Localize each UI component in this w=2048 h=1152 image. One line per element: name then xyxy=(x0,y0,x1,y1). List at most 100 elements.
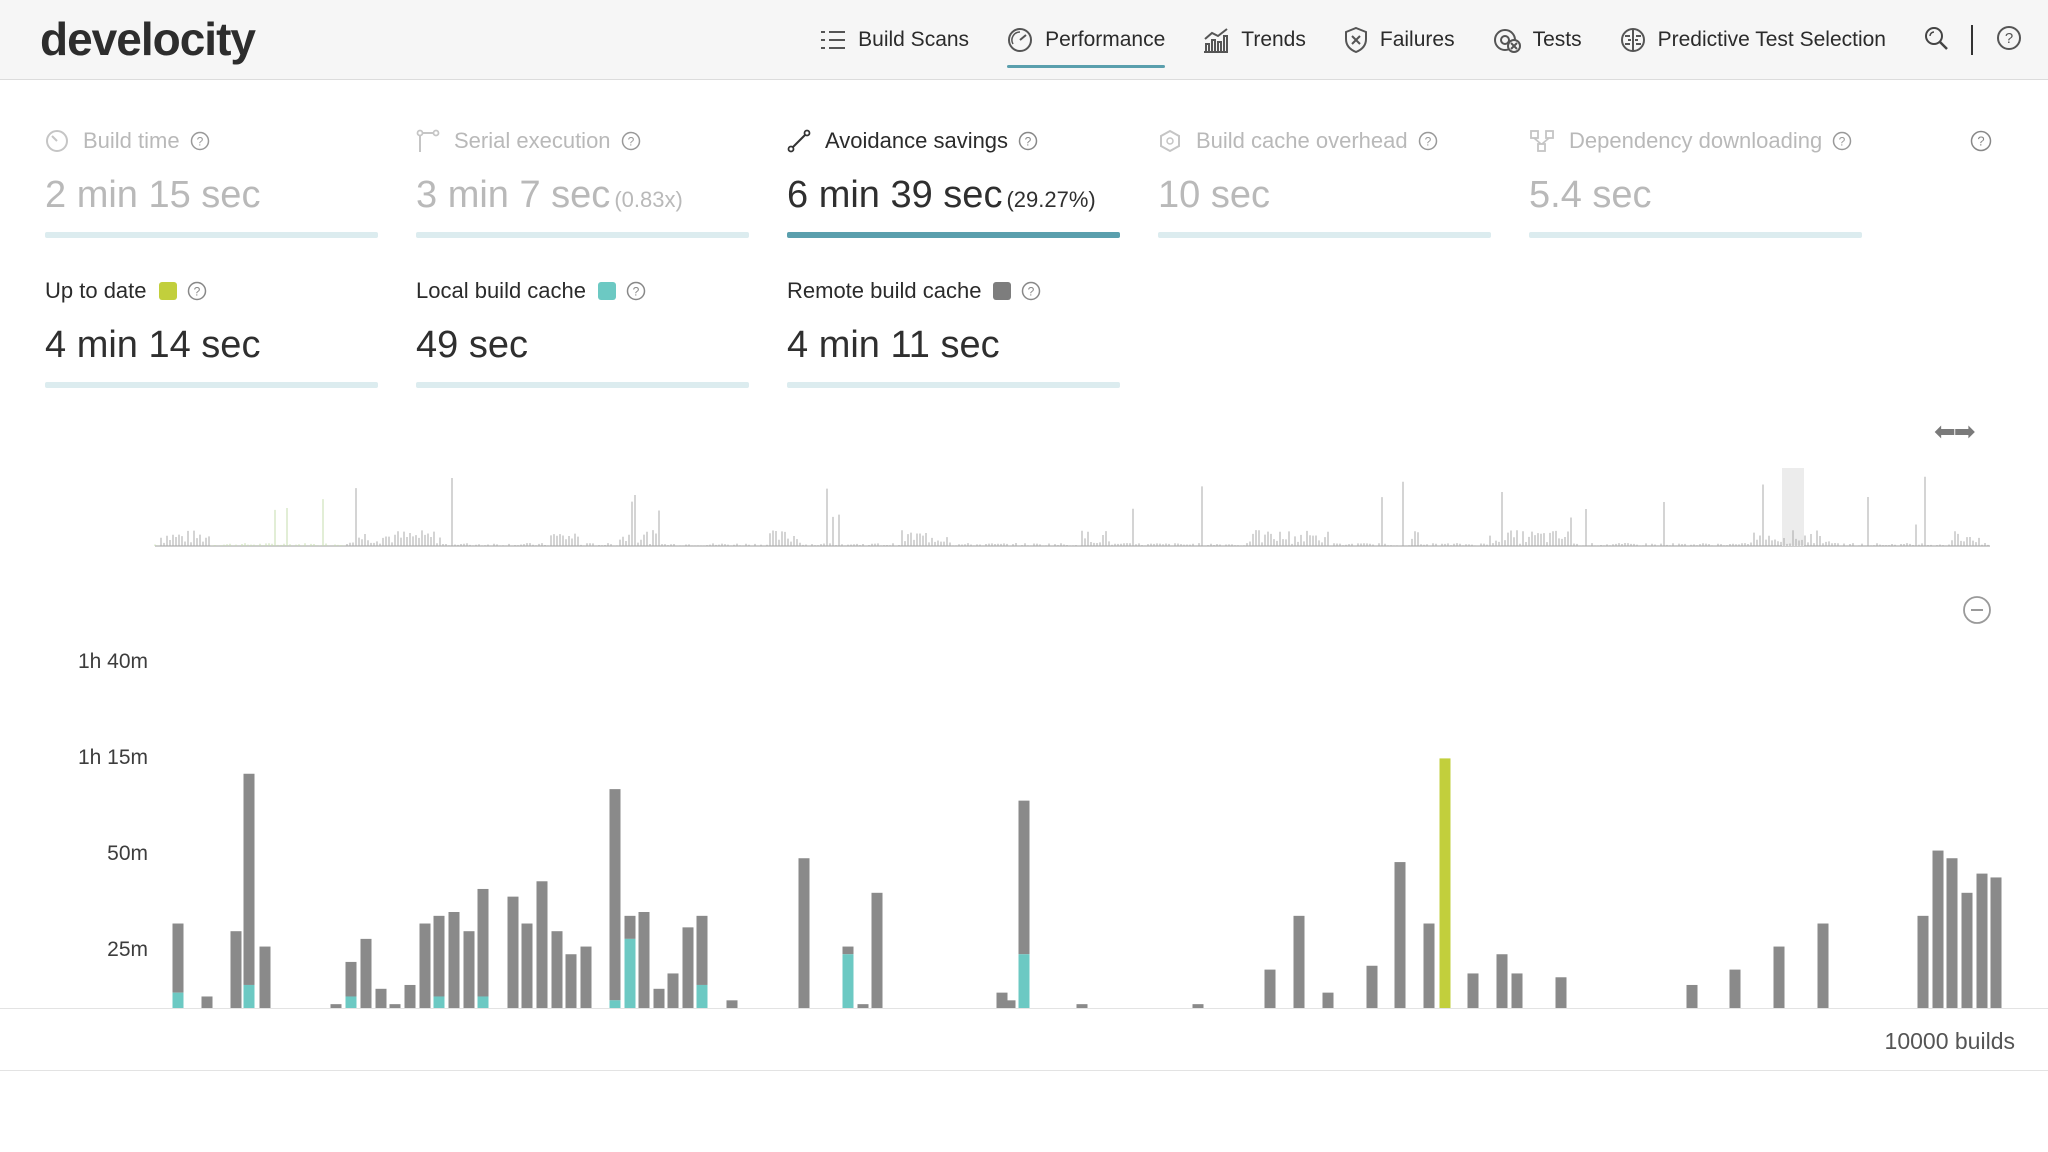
bar-remote-cache[interactable] xyxy=(565,954,577,1008)
bar-remote-cache[interactable] xyxy=(1511,973,1523,1008)
search-button[interactable] xyxy=(1905,0,1967,80)
metric-build-time[interactable]: Build time ? 2 min 15 sec xyxy=(45,126,378,238)
bar-remote-cache[interactable] xyxy=(1004,1000,1016,1008)
bar-local-cache[interactable] xyxy=(842,954,854,1008)
bar-local-cache[interactable] xyxy=(172,992,184,1008)
bar-remote-cache[interactable] xyxy=(536,881,548,1008)
bar-remote-cache[interactable] xyxy=(1555,977,1567,1008)
bar-remote-cache[interactable] xyxy=(1192,1004,1204,1008)
bar-remote-cache[interactable] xyxy=(1467,973,1479,1008)
bar-remote-cache[interactable] xyxy=(448,912,460,1008)
bar-remote-cache[interactable] xyxy=(1394,862,1406,1008)
bar-remote-cache[interactable] xyxy=(1293,915,1305,1008)
bar-remote-cache[interactable] xyxy=(243,773,255,985)
bar-remote-cache[interactable] xyxy=(653,988,665,1008)
nav-build-scans[interactable]: Build Scans xyxy=(801,0,988,80)
nav-predictive-test-selection[interactable]: Predictive Test Selection xyxy=(1601,0,1905,80)
bar-remote-cache[interactable] xyxy=(521,923,533,1008)
bar-remote-cache[interactable] xyxy=(375,988,387,1008)
bar-remote-cache[interactable] xyxy=(1366,965,1378,1008)
help-icon[interactable]: ? xyxy=(626,281,646,301)
bar-remote-cache[interactable] xyxy=(1946,858,1958,1008)
bar-remote-cache[interactable] xyxy=(477,888,489,997)
help-button[interactable]: ? xyxy=(1977,0,2048,80)
help-icon[interactable]: ? xyxy=(1832,131,1852,151)
metric-build-cache-overhead[interactable]: Build cache overhead ? 10 sec xyxy=(1158,126,1491,238)
bar-remote-cache[interactable] xyxy=(230,931,242,1008)
help-icon[interactable]: ? xyxy=(1418,131,1438,151)
bar-remote-cache[interactable] xyxy=(1961,892,1973,1008)
bar-remote-cache[interactable] xyxy=(1917,915,1929,1008)
bar-remote-cache[interactable] xyxy=(259,946,271,1008)
bar-remote-cache[interactable] xyxy=(1423,923,1435,1008)
help-icon[interactable]: ? xyxy=(621,131,641,151)
metric-local-build-cache[interactable]: Local build cache ? 49 sec xyxy=(416,276,749,388)
bar-remote-cache[interactable] xyxy=(389,1004,401,1008)
pan-arrows-icon[interactable]: ⬅➡ xyxy=(1934,416,1976,446)
bar-remote-cache[interactable] xyxy=(419,923,431,1008)
bar-local-cache[interactable] xyxy=(345,996,357,1008)
bar-remote-cache[interactable] xyxy=(1990,877,2002,1008)
bar-remote-cache[interactable] xyxy=(172,923,184,993)
nav-performance[interactable]: Performance xyxy=(988,0,1184,80)
bar-local-cache[interactable] xyxy=(243,984,255,1008)
bar-local-cache[interactable] xyxy=(624,938,636,1008)
bar-local-cache[interactable] xyxy=(433,996,445,1008)
overview-selection[interactable] xyxy=(1782,468,1804,546)
bar-remote-cache[interactable] xyxy=(871,892,883,1008)
bar-remote-cache[interactable] xyxy=(433,915,445,997)
bar-up-to-date[interactable] xyxy=(1439,758,1451,1008)
bar-remote-cache[interactable] xyxy=(726,1000,738,1008)
bar-remote-cache[interactable] xyxy=(551,931,563,1008)
metric-serial-execution[interactable]: Serial execution ? 3 min 7 sec (0.83x) xyxy=(416,126,749,238)
bar-local-cache[interactable] xyxy=(696,984,708,1008)
nav-tests[interactable]: Tests xyxy=(1474,0,1601,80)
overview-timeline[interactable] xyxy=(150,460,1995,550)
bar-remote-cache[interactable] xyxy=(463,931,475,1008)
bar-remote-cache[interactable] xyxy=(1322,992,1334,1008)
metric-avoidance-savings[interactable]: Avoidance savings ? 6 min 39 sec (29.27%) xyxy=(787,126,1120,238)
bar-remote-cache[interactable] xyxy=(1686,984,1698,1008)
bar-remote-cache[interactable] xyxy=(609,789,621,1001)
nav-trends[interactable]: Trends xyxy=(1184,0,1325,80)
bar-remote-cache[interactable] xyxy=(580,946,592,1008)
bar-remote-cache[interactable] xyxy=(1264,969,1276,1008)
metric-up-to-date[interactable]: Up to date ? 4 min 14 sec xyxy=(45,276,378,388)
bar-remote-cache[interactable] xyxy=(1817,923,1829,1008)
bar-remote-cache[interactable] xyxy=(798,858,810,1008)
metric-dependency-downloading[interactable]: Dependency downloading ? 5.4 sec xyxy=(1529,126,1862,238)
bar-remote-cache[interactable] xyxy=(1018,800,1030,955)
build-duration-chart[interactable] xyxy=(0,740,2048,1010)
bar-remote-cache[interactable] xyxy=(996,992,1008,1008)
bar-remote-cache[interactable] xyxy=(201,996,213,1008)
bar-remote-cache[interactable] xyxy=(857,1004,869,1008)
bar-remote-cache[interactable] xyxy=(1496,954,1508,1008)
bar-remote-cache[interactable] xyxy=(624,915,636,939)
bar-remote-cache[interactable] xyxy=(1076,1004,1088,1008)
bar-remote-cache[interactable] xyxy=(360,938,372,1008)
bar-local-cache[interactable] xyxy=(609,1000,621,1008)
bar-remote-cache[interactable] xyxy=(507,896,519,1008)
metrics-help-icon[interactable]: ? xyxy=(1970,130,1992,157)
bar-remote-cache[interactable] xyxy=(1976,873,1988,1008)
bar-local-cache[interactable] xyxy=(1018,954,1030,1008)
bar-local-cache[interactable] xyxy=(477,996,489,1008)
bar-remote-cache[interactable] xyxy=(1932,850,1944,1008)
nav-failures[interactable]: Failures xyxy=(1325,0,1474,80)
bar-remote-cache[interactable] xyxy=(696,915,708,985)
bar-remote-cache[interactable] xyxy=(404,984,416,1008)
bar-remote-cache[interactable] xyxy=(1773,946,1785,1008)
develocity-logo[interactable]: develocity xyxy=(40,13,256,65)
zoom-out-icon[interactable] xyxy=(1962,595,1992,630)
bar-remote-cache[interactable] xyxy=(842,946,854,955)
help-icon[interactable]: ? xyxy=(187,281,207,301)
help-icon[interactable]: ? xyxy=(1021,281,1041,301)
metric-remote-build-cache[interactable]: Remote build cache ? 4 min 11 sec xyxy=(787,276,1120,388)
help-icon[interactable]: ? xyxy=(190,131,210,151)
bar-remote-cache[interactable] xyxy=(345,961,357,997)
bar-remote-cache[interactable] xyxy=(330,1004,342,1008)
bar-remote-cache[interactable] xyxy=(1729,969,1741,1008)
help-icon[interactable]: ? xyxy=(1018,131,1038,151)
bar-remote-cache[interactable] xyxy=(667,973,679,1008)
bar-remote-cache[interactable] xyxy=(682,927,694,1008)
